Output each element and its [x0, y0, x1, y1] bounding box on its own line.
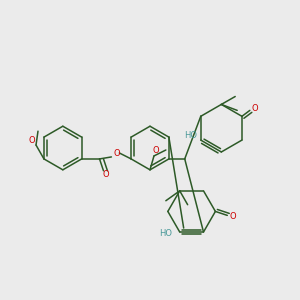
Text: HO: HO — [184, 130, 197, 140]
Text: O: O — [153, 146, 159, 155]
Text: O: O — [102, 170, 109, 179]
Text: O: O — [29, 136, 35, 145]
Text: O: O — [251, 104, 258, 113]
Text: HO: HO — [159, 230, 172, 238]
Text: O: O — [230, 212, 236, 221]
Text: O: O — [113, 149, 120, 158]
